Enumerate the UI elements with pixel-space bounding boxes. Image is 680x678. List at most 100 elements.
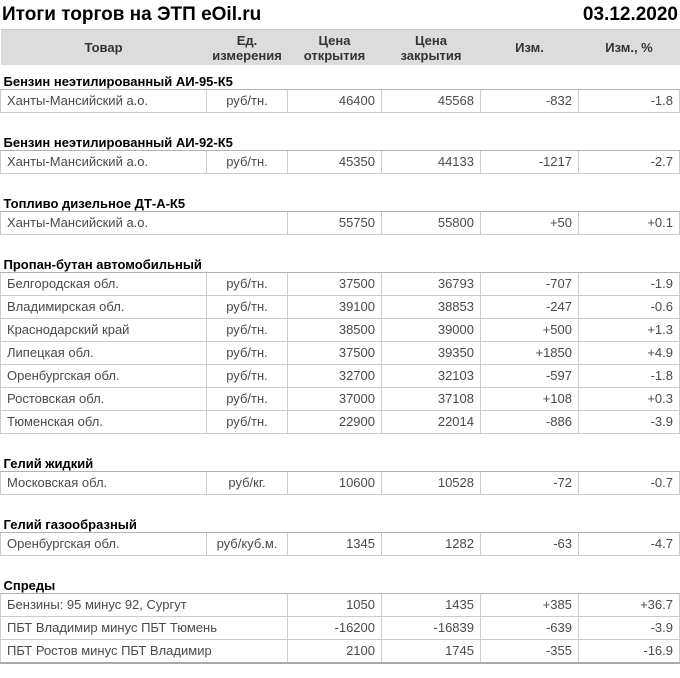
change-pct-cell: -0.7 [578,471,680,495]
column-header-open: Цена открытия [287,29,382,65]
change-pct-cell: +1.3 [578,318,680,342]
product-cell: Оренбургская обл. [0,532,207,556]
open-price-cell: 55750 [287,211,382,235]
close-price-cell: 55800 [381,211,481,235]
table-row: Краснодарский край руб/тн. 38500 39000 +500 +… [0,318,680,342]
unit-cell: руб/куб.м. [206,532,288,556]
unit-cell: руб/тн. [206,410,288,434]
open-price-cell: 22900 [287,410,382,434]
trading-results-table: Товар Ед. измерения Цена открытия Цена з… [0,29,680,664]
change-pct-cell: -3.9 [578,616,680,640]
change-cell: -707 [480,272,579,296]
open-price-cell: 1345 [287,532,382,556]
section-title: Бензин неэтилированный АИ-95-К5 [0,74,680,90]
change-cell: -597 [480,364,579,388]
unit-cell: руб/тн. [206,387,288,411]
close-price-cell: 36793 [381,272,481,296]
spacer-cell [0,494,680,517]
table-row: Ростовская обл. руб/тн. 37000 37108 +108 +0.3 [0,387,680,411]
table-row: Московская обл. руб/кг. 10600 10528 -72 -0.7 [0,471,680,495]
product-cell: Оренбургская обл. [0,364,207,388]
change-pct-cell: +4.9 [578,341,680,365]
spacer-cell [0,65,680,74]
table-row: Ханты-Мансийский а.о. 55750 55800 +50 +0.1 [0,211,680,235]
change-pct-cell: +0.3 [578,387,680,411]
table-row: Бензины: 95 минус 92, Сургут 1050 1435 +385… [0,593,680,617]
spacer-cell [0,433,680,456]
product-cell: ПБТ Владимир минус ПБТ Тюмень [0,616,288,640]
table-row: ПБТ Владимир минус ПБТ Тюмень -16200 -1683… [0,616,680,640]
change-pct-cell: -0.6 [578,295,680,319]
change-pct-cell: -3.9 [578,410,680,434]
unit-cell: руб/кг. [206,471,288,495]
spacer-cell [0,173,680,196]
change-cell: +108 [480,387,579,411]
product-cell: Краснодарский край [0,318,207,342]
section-spacer [0,234,680,257]
table-row: Тюменская обл. руб/тн. 22900 22014 -886 -3.9 [0,410,680,434]
change-pct-cell: -16.9 [578,639,680,664]
column-header-unit: Ед. измерения [206,29,288,65]
section-header-row: Топливо дизельное ДТ-А-К5 [0,196,680,212]
close-price-cell: 1435 [381,593,481,617]
spacer-cell [0,234,680,257]
column-header-change-pct: Изм., % [578,29,680,65]
product-cell: Ханты-Мансийский а.о. [0,150,207,174]
open-price-cell: -16200 [287,616,382,640]
section-header-row: Гелий жидкий [0,456,680,472]
change-pct-cell: +0.1 [578,211,680,235]
close-price-cell: -16839 [381,616,481,640]
open-price-cell: 1050 [287,593,382,617]
section-spacer [0,433,680,456]
change-cell: +500 [480,318,579,342]
close-price-cell: 10528 [381,471,481,495]
table-row: Липецкая обл. руб/тн. 37500 39350 +1850 +4.9 [0,341,680,365]
section-header-row: Гелий газообразный [0,517,680,533]
close-price-cell: 45568 [381,89,481,113]
open-price-cell: 2100 [287,639,382,664]
spacer-cell [0,112,680,135]
open-price-cell: 37500 [287,272,382,296]
section-title: Гелий газообразный [0,517,680,533]
section-spacer [0,555,680,578]
change-cell: -355 [480,639,579,664]
change-cell: +50 [480,211,579,235]
section-header-row: Спреды [0,578,680,594]
section-title: Пропан-бутан автомобильный [0,257,680,273]
page-title: Итоги торгов на ЭТП eOil.ru [2,4,262,25]
open-price-cell: 37000 [287,387,382,411]
table-row: ПБТ Ростов минус ПБТ Владимир 2100 1745 -35… [0,639,680,664]
page: Итоги торгов на ЭТП eOil.ru 03.12.2020 Т… [0,0,680,664]
section-spacer [0,173,680,196]
change-cell: +1850 [480,341,579,365]
close-price-cell: 1745 [381,639,481,664]
column-header-row: Товар Ед. измерения Цена открытия Цена з… [0,29,680,65]
product-cell: Московская обл. [0,471,207,495]
table-row: Оренбургская обл. руб/тн. 32700 32103 -597 -1… [0,364,680,388]
change-cell: -72 [480,471,579,495]
product-cell: ПБТ Ростов минус ПБТ Владимир [0,639,288,664]
close-price-cell: 32103 [381,364,481,388]
title-bar: Итоги торгов на ЭТП eOil.ru 03.12.2020 [0,0,680,29]
product-cell: Тюменская обл. [0,410,207,434]
close-price-cell: 1282 [381,532,481,556]
table-row: Оренбургская обл. руб/куб.м. 1345 1282 -63 -4… [0,532,680,556]
product-cell: Ханты-Мансийский а.о. [0,211,288,235]
change-cell: -63 [480,532,579,556]
change-pct-cell: -1.8 [578,364,680,388]
close-price-cell: 38853 [381,295,481,319]
section-header-row: Пропан-бутан автомобильный [0,257,680,273]
open-price-cell: 39100 [287,295,382,319]
open-price-cell: 32700 [287,364,382,388]
product-cell: Белгородская обл. [0,272,207,296]
product-cell: Липецкая обл. [0,341,207,365]
change-pct-cell: -2.7 [578,150,680,174]
product-cell: Бензины: 95 минус 92, Сургут [0,593,288,617]
change-cell: -886 [480,410,579,434]
unit-cell: руб/тн. [206,318,288,342]
change-cell: -639 [480,616,579,640]
change-pct-cell: +36.7 [578,593,680,617]
close-price-cell: 22014 [381,410,481,434]
section-spacer [0,112,680,135]
close-price-cell: 39350 [381,341,481,365]
